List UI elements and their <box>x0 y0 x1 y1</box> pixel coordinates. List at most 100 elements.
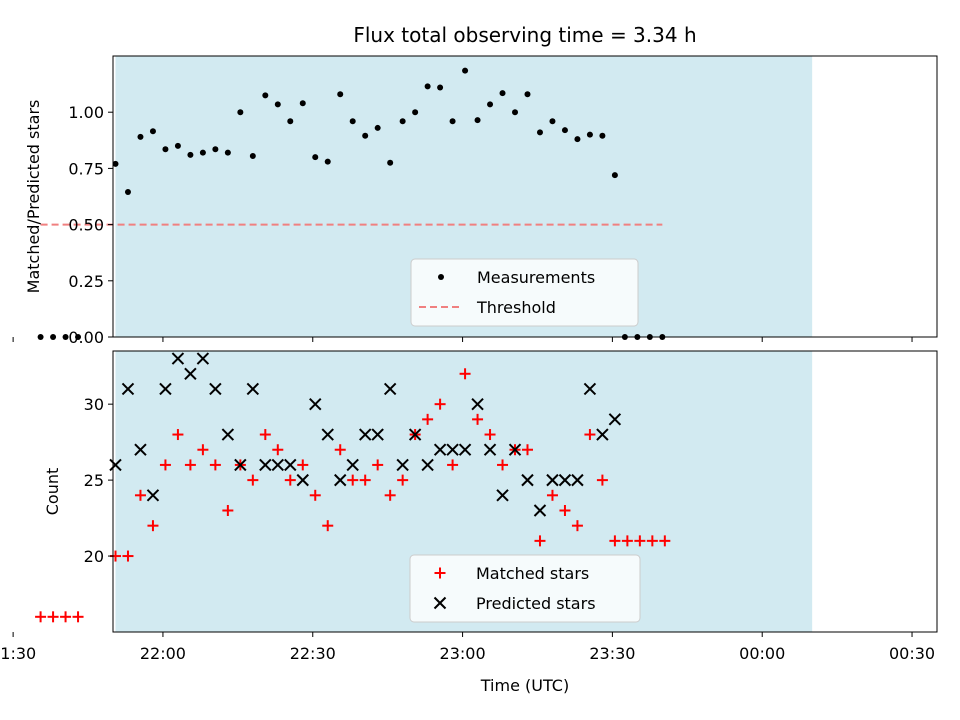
predicted-star-point <box>558 473 572 487</box>
matched-star-point <box>209 459 221 471</box>
x-stroke-b <box>134 443 147 456</box>
x-stroke-b <box>458 443 472 456</box>
measurement-point <box>374 124 381 131</box>
matched-star-point <box>484 429 496 441</box>
matched-star-point <box>222 504 234 516</box>
matched-star-point <box>621 535 633 547</box>
measurement-point <box>224 149 231 156</box>
measurement-point <box>212 146 219 153</box>
x-stroke-b <box>596 428 609 441</box>
x-tick-label: 22:00 <box>140 644 186 663</box>
matched-star-point <box>272 444 284 456</box>
measurement-point <box>462 67 469 74</box>
x-stroke-b <box>496 489 509 502</box>
x-stroke-b <box>358 428 372 441</box>
y-tick-label: 0.25 <box>68 272 104 291</box>
x-stroke-b <box>433 443 447 456</box>
predicted-star-point <box>271 458 285 472</box>
measurement-point <box>487 101 494 108</box>
top-y-ticks: 0.00 0.25 0.50 0.75 1.00 <box>68 103 113 347</box>
x-stroke-b <box>396 458 409 472</box>
predicted-star-point <box>533 504 547 517</box>
x-stroke-b <box>334 473 347 487</box>
legend-marker-matched-stars <box>434 567 446 579</box>
x-tick-label: 23:30 <box>589 644 635 663</box>
measurement-point <box>349 118 356 125</box>
predicted-star-point <box>146 489 160 502</box>
matched-star-point <box>659 535 671 547</box>
bottom-axes-frame <box>112 350 938 633</box>
x-stroke-b <box>546 473 559 487</box>
x-stroke-b <box>184 367 197 380</box>
matched-star-point <box>184 459 196 471</box>
matched-star-point <box>422 413 434 425</box>
predicted-star-point <box>346 458 359 472</box>
measurement-point <box>387 159 394 166</box>
measurement-point <box>561 127 568 134</box>
predicted-star-point <box>209 382 222 396</box>
measurement-point <box>424 83 431 90</box>
predicted-star-point <box>596 428 609 441</box>
matched-star-point <box>609 535 621 547</box>
matched-star-point <box>284 474 296 486</box>
y-tick-label: 30 <box>84 395 104 414</box>
measurement-point <box>412 109 419 116</box>
matched-star-point <box>584 429 596 441</box>
legend-label-predicted-stars: Predicted stars <box>476 594 596 613</box>
x-axis-label: Time (UTC) <box>480 676 569 695</box>
x-stroke-b <box>171 352 185 365</box>
matched-star-point <box>159 459 171 471</box>
measurement-point <box>50 334 57 340</box>
predicted-star-point <box>358 428 372 441</box>
top-y-axis-label: Matched/Predicted stars <box>24 100 43 294</box>
matched-star-point <box>534 535 546 547</box>
x-stroke-b <box>433 596 447 610</box>
measurement-point <box>362 132 369 139</box>
matched-star-point <box>372 459 384 471</box>
predicted-star-point <box>196 352 210 365</box>
x-stroke-b <box>121 382 135 396</box>
matched-star-point <box>497 459 509 471</box>
matched-star-point <box>521 444 533 456</box>
x-stroke-b <box>571 473 584 487</box>
matched-star-point <box>384 489 396 501</box>
matched-star-point <box>571 520 583 532</box>
x-tick-label: 22:30 <box>290 644 336 663</box>
x-stroke-b <box>583 382 597 396</box>
measurement-point <box>249 153 256 160</box>
measurement-point <box>437 84 444 91</box>
matched-star-point <box>472 413 484 425</box>
x-stroke-b <box>321 428 334 441</box>
matched-star-point <box>359 474 371 486</box>
x-stroke-b <box>421 458 434 472</box>
predicted-star-point <box>159 382 172 396</box>
matched-star-point <box>309 489 321 501</box>
x-tick-label: 23:00 <box>440 644 486 663</box>
predicted-star-point <box>221 428 235 441</box>
legend-plus <box>434 567 446 579</box>
matched-star-point <box>247 474 259 486</box>
measurement-point <box>112 160 119 167</box>
x-stroke-b <box>221 428 235 441</box>
predicted-star-point <box>134 443 147 456</box>
measurement-point <box>162 146 169 153</box>
predicted-star-point <box>508 443 522 456</box>
measurement-point <box>137 133 144 140</box>
predicted-star-point <box>184 367 197 380</box>
predicted-star-point <box>284 458 297 472</box>
matched-star-point <box>122 550 134 562</box>
top-panel: 0.00 0.25 0.50 0.75 1.00 Matched/Predicted s… <box>12 55 938 347</box>
measurement-point <box>399 118 406 125</box>
x-stroke-b <box>608 413 622 426</box>
top-legend: Measurements Threshold <box>410 258 639 327</box>
measurement-point <box>549 118 556 125</box>
measurement-point <box>499 90 506 97</box>
predicted-star-point <box>246 382 260 396</box>
matched-star-point <box>259 429 271 441</box>
top-legend-box <box>410 258 639 327</box>
legend-marker-predicted-stars <box>433 596 447 610</box>
matched-star-point <box>60 611 72 623</box>
measurement-point <box>37 334 44 340</box>
predicted-star-point <box>583 382 597 396</box>
